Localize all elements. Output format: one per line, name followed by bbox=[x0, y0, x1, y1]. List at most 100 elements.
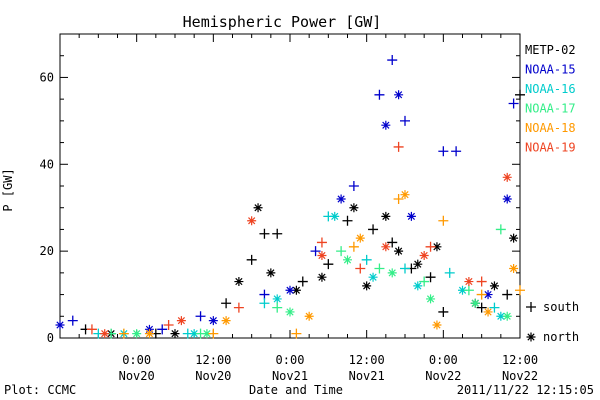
metp-02-north-point bbox=[253, 203, 263, 213]
metp-02-north-point bbox=[413, 259, 423, 269]
metp-02-north-point bbox=[362, 281, 372, 291]
noaa-16-south-point bbox=[259, 298, 270, 309]
noaa-15-north-point bbox=[394, 90, 404, 100]
noaa-15-north-point bbox=[336, 194, 346, 204]
noaa-15-north-point bbox=[285, 285, 295, 295]
metp-02-north-point bbox=[509, 233, 519, 243]
metp-02-south-point bbox=[342, 215, 353, 226]
noaa-17-north-point bbox=[470, 298, 480, 308]
metp-02-south-point bbox=[272, 228, 283, 239]
x-tick-date: Nov22 bbox=[425, 369, 461, 383]
metp-02-south-point bbox=[246, 254, 257, 265]
noaa-17-south-point bbox=[495, 224, 506, 235]
metp-02-south-point bbox=[476, 302, 487, 313]
metp-02-north-point bbox=[170, 329, 180, 339]
noaa-18-north-point bbox=[400, 190, 410, 200]
noaa-18-north-point bbox=[483, 307, 493, 317]
noaa-18-south-point bbox=[515, 285, 525, 296]
noaa-15-north-point bbox=[208, 316, 218, 326]
metp-02-north-point bbox=[381, 211, 391, 221]
noaa-15-south-point bbox=[451, 146, 462, 157]
noaa-16-south-point bbox=[489, 302, 500, 313]
noaa-19-south-point bbox=[393, 141, 404, 152]
noaa-17-south-point bbox=[336, 246, 347, 257]
x-tick-label: 0:00 bbox=[276, 353, 305, 367]
noaa-17-north-point bbox=[202, 329, 212, 339]
noaa-19-north-point bbox=[247, 216, 257, 226]
noaa-17-south-point bbox=[374, 263, 385, 274]
legend-entry-noaa-18: NOAA-18 bbox=[525, 121, 576, 135]
noaa-16-south-point bbox=[400, 263, 410, 274]
axis-ticks: 0 20 40 60 0:00 Nov20 12:00 Nov20 0:00 Nov21 12:00… bbox=[40, 33, 538, 383]
chart-title: Hemispheric Power [GW] bbox=[183, 13, 382, 31]
noaa-19-north-point bbox=[100, 329, 110, 339]
noaa-19-south-point bbox=[355, 263, 366, 274]
x-tick-label: 12:00 bbox=[502, 353, 538, 367]
legend-entry-noaa-16: NOAA-16 bbox=[525, 82, 576, 96]
noaa-15-south-point bbox=[508, 98, 519, 109]
noaa-16-north-point bbox=[272, 294, 282, 304]
noaa-15-north-point bbox=[55, 320, 65, 330]
metp-02-south-point bbox=[323, 259, 334, 270]
noaa-16-north-point bbox=[458, 285, 467, 295]
legend-south-label: south bbox=[543, 300, 579, 314]
noaa-19-north-point bbox=[381, 242, 391, 252]
noaa-17-north-point bbox=[132, 329, 142, 339]
noaa-18-north-point bbox=[144, 329, 154, 339]
plot-timestamp: 2011/11/22 12:15:05 bbox=[457, 383, 594, 397]
noaa-15-north-point bbox=[406, 211, 416, 221]
noaa-17-north-point bbox=[343, 255, 352, 265]
noaa-19-south-point bbox=[86, 324, 97, 335]
metp-02-south-point bbox=[425, 272, 436, 283]
noaa-18-south-point bbox=[348, 241, 359, 252]
noaa-19-south-point bbox=[233, 302, 244, 313]
x-tick-date: Nov21 bbox=[272, 369, 308, 383]
noaa-19-south-point bbox=[316, 237, 327, 248]
x-tick-label: 0:00 bbox=[429, 353, 458, 367]
noaa-15-north-point bbox=[381, 120, 391, 130]
metp-02-south-point bbox=[259, 228, 270, 239]
noaa-19-north-point bbox=[317, 250, 327, 260]
noaa-19-north-point bbox=[176, 316, 186, 326]
x-axis-label: Date and Time bbox=[249, 383, 343, 397]
noaa-19-north-point bbox=[502, 172, 512, 182]
noaa-18-south-point bbox=[438, 215, 449, 226]
metp-02-north-point bbox=[432, 242, 442, 252]
metp-02-south-point bbox=[387, 237, 398, 248]
legend-entry-noaa-15: NOAA-15 bbox=[525, 63, 576, 77]
metp-02-north-point bbox=[489, 281, 499, 291]
noaa-15-north-point bbox=[483, 290, 493, 300]
legend-entry-noaa-17: NOAA-17 bbox=[525, 102, 576, 116]
noaa-17-north-point bbox=[387, 268, 397, 278]
metp-02-north-point bbox=[291, 285, 301, 295]
metp-02-north-point bbox=[317, 272, 327, 282]
noaa-19-south-point bbox=[476, 276, 487, 287]
noaa-17-north-point bbox=[502, 311, 512, 321]
noaa-19-south-point bbox=[163, 319, 174, 330]
metp-02-north-point bbox=[394, 246, 404, 256]
y-tick-label: 20 bbox=[40, 244, 54, 258]
metp-02-south-point bbox=[368, 224, 379, 235]
noaa-18-south-point bbox=[393, 194, 404, 205]
x-tick-date: Nov22 bbox=[502, 369, 538, 383]
legend-north-label: north bbox=[543, 330, 579, 344]
noaa-15-south-point bbox=[400, 115, 410, 126]
legend-entry-metp-02: METP-02 bbox=[525, 43, 576, 57]
plus-marker-icon bbox=[526, 302, 536, 312]
noaa-16-north-point bbox=[413, 281, 423, 291]
metp-02-south-point bbox=[515, 89, 525, 100]
metp-02-south-point bbox=[221, 298, 232, 309]
noaa-18-north-point bbox=[304, 311, 314, 321]
y-axis-label: P [GW] bbox=[1, 168, 15, 211]
metp-02-north-point bbox=[349, 203, 359, 213]
plot-credit: Plot: CCMC bbox=[4, 383, 76, 397]
noaa-15-south-point bbox=[348, 181, 359, 191]
metp-02-south-point bbox=[502, 289, 513, 300]
noaa-17-north-point bbox=[285, 307, 295, 317]
noaa-15-south-point bbox=[157, 324, 168, 335]
noaa-15-south-point bbox=[310, 246, 321, 257]
noaa-17-south-point bbox=[463, 285, 474, 296]
noaa-16-north-point bbox=[496, 311, 506, 321]
y-tick-label: 0 bbox=[47, 331, 54, 345]
noaa-16-north-point bbox=[368, 272, 378, 282]
